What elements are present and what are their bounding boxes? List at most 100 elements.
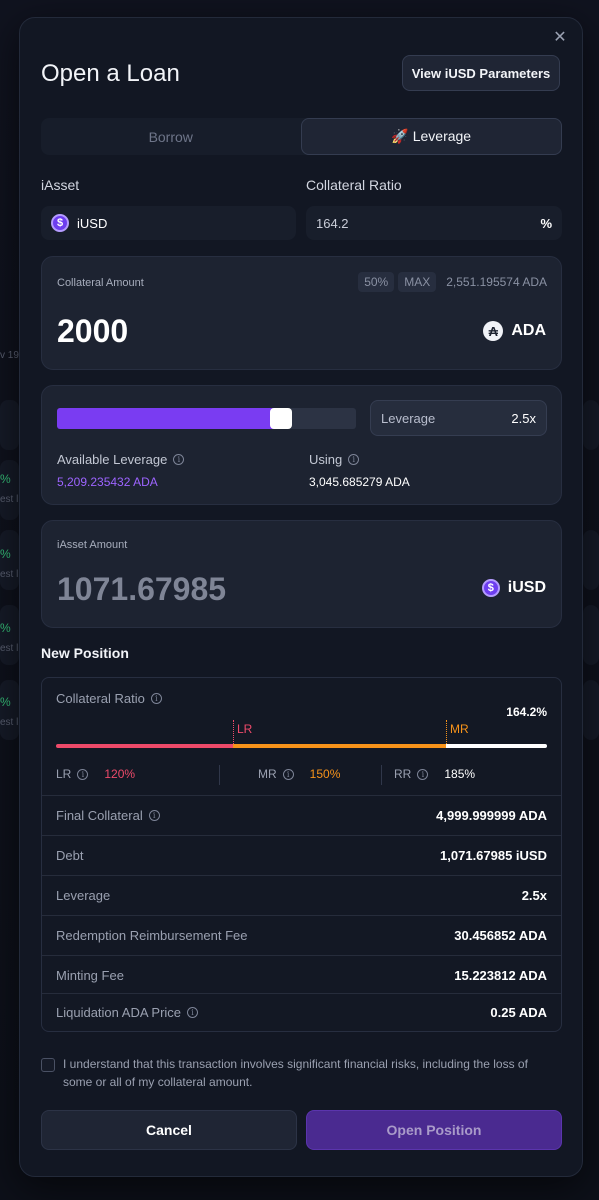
debt-value: 1,071.67985 iUSD <box>440 848 547 863</box>
background-card <box>0 400 19 450</box>
collateral-ratio-label: Collateral Ratio <box>306 177 402 193</box>
leverage-card: Leverage 2.5x Available Leverage i 5,209… <box>41 385 562 505</box>
collateral-amount-label: Collateral Amount <box>57 277 144 289</box>
tab-borrow[interactable]: Borrow <box>148 128 193 145</box>
ratio-bar: LR MR <box>56 720 547 748</box>
leverage-label: Leverage <box>56 888 111 903</box>
max-button[interactable]: MAX <box>398 272 437 292</box>
new-position-box: Collateral Ratio i 164.2% LR MR LR i 120… <box>41 677 562 1032</box>
info-icon[interactable]: i <box>348 454 360 465</box>
background-text-fragment: est l <box>0 643 19 654</box>
threshold-divider <box>381 765 382 785</box>
available-leverage-label-row: Available Leverage i <box>57 452 185 467</box>
final-collateral-row: Final Collateral i 4,999.999999 ADA <box>42 795 561 835</box>
background-text-fragment: est l <box>0 494 19 505</box>
iasset-value: iUSD <box>77 215 108 231</box>
ratio-bar-mr-segment <box>233 744 446 748</box>
using-value: 3,045.685279 ADA <box>309 475 410 489</box>
new-position-heading: New Position <box>41 645 129 661</box>
cancel-button[interactable]: Cancel <box>41 1110 297 1150</box>
iusd-icon: $ <box>51 214 69 232</box>
collateral-amount-input[interactable]: 2000 <box>57 313 129 349</box>
collateral-amount-card: Collateral Amount 50% MAX 2,551.195574 A… <box>41 256 562 370</box>
iasset-amount-asset: $ iUSD <box>481 579 546 597</box>
modal-title: Open a Loan <box>41 60 180 87</box>
position-ratio-label: Collateral Ratio <box>56 691 145 706</box>
info-icon[interactable]: i <box>417 768 429 780</box>
leverage-slider-fill <box>57 408 281 429</box>
close-icon[interactable]: ✕ <box>553 29 567 46</box>
redemption-fee-label: Redemption Reimbursement Fee <box>56 928 248 943</box>
ratio-bar-rr-segment <box>446 744 547 748</box>
collateral-ratio-value: 164.2 <box>316 215 349 231</box>
background-card <box>0 680 19 740</box>
iasset-amount-card: iAsset Amount 1071.67985 $ iUSD <box>41 520 562 628</box>
liquidation-price-value: 0.25 ADA <box>490 1005 547 1020</box>
redemption-fee-value: 30.456852 ADA <box>454 928 547 943</box>
available-leverage-value: 5,209.235432 ADA <box>57 475 158 489</box>
mr-threshold: MR i 150% <box>258 767 340 781</box>
open-loan-modal: ✕ Open a Loan View iUSD Parameters Borro… <box>19 17 583 1177</box>
risk-disclaimer: I understand that this transaction invol… <box>63 1057 528 1089</box>
leverage-slider-thumb[interactable] <box>270 408 292 429</box>
info-icon[interactable]: i <box>77 768 89 780</box>
minting-fee-label: Minting Fee <box>56 968 124 983</box>
rr-value: 185% <box>444 767 476 781</box>
background-percent: % <box>0 621 11 635</box>
background-text-fragment: est l <box>0 569 19 580</box>
tab-leverage[interactable]: 🚀 Leverage <box>300 118 562 155</box>
minting-fee-value: 15.223812 ADA <box>454 968 547 983</box>
background-percent: % <box>0 472 11 486</box>
iasset-label: iAsset <box>41 177 80 193</box>
using-label: Using <box>309 452 343 467</box>
view-parameters-button[interactable]: View iUSD Parameters <box>402 55 560 91</box>
info-icon[interactable]: i <box>150 693 162 704</box>
collateral-asset: ₳ ADA <box>483 321 546 341</box>
iasset-amount-asset-label: iUSD <box>507 579 546 596</box>
half-button[interactable]: 50% <box>358 272 395 292</box>
collateral-asset-label: ADA <box>511 322 546 339</box>
open-position-button[interactable]: Open Position <box>306 1110 562 1150</box>
background-card <box>583 530 599 590</box>
risk-checkbox[interactable] <box>41 1058 55 1072</box>
leverage-row: Leverage 2.5x <box>42 875 561 915</box>
collateral-balance-row: 50% MAX 2,551.195574 ADA <box>358 272 547 292</box>
rr-label: RR <box>394 767 412 781</box>
lr-marker: LR <box>237 722 253 736</box>
info-icon[interactable]: i <box>173 454 185 465</box>
info-icon[interactable]: i <box>187 1007 199 1018</box>
using-label-row: Using i <box>309 452 360 467</box>
background-card <box>583 400 599 450</box>
position-ratio-value: 164.2% <box>506 705 547 719</box>
leverage-input-label: Leverage <box>381 410 436 426</box>
available-leverage-label: Available Leverage <box>57 452 168 467</box>
iasset-amount-value: 1071.67985 <box>57 571 227 607</box>
mr-marker-line <box>446 720 447 744</box>
info-icon[interactable]: i <box>148 810 160 821</box>
redemption-fee-row: Redemption Reimbursement Fee 30.456852 A… <box>42 915 561 955</box>
percent-suffix: % <box>540 215 552 231</box>
ada-icon: ₳ <box>483 321 504 341</box>
debt-row: Debt 1,071.67985 iUSD <box>42 835 561 875</box>
final-collateral-value: 4,999.999999 ADA <box>436 808 547 823</box>
iusd-icon: $ <box>481 579 500 597</box>
liquidation-price-row: Liquidation ADA Price i 0.25 ADA <box>42 993 561 1031</box>
ratio-bar-lr-segment <box>56 744 233 748</box>
leverage-input[interactable]: Leverage 2.5x <box>370 400 547 436</box>
iasset-select[interactable]: $ iUSD <box>41 206 296 240</box>
collateral-ratio-input[interactable]: 164.2 % <box>306 206 562 240</box>
mr-value: 150% <box>309 767 341 781</box>
collateral-balance: 2,551.195574 ADA <box>446 275 547 289</box>
leverage-input-value: 2.5x <box>511 410 536 426</box>
position-ratio-label-row: Collateral Ratio i <box>56 691 162 706</box>
lr-value: 120% <box>104 767 136 781</box>
info-icon[interactable]: i <box>282 768 294 780</box>
background-percent: % <box>0 695 11 709</box>
leverage-slider[interactable] <box>57 408 356 429</box>
background-card <box>0 605 19 665</box>
background-text-fragment: est l <box>0 717 19 728</box>
minting-fee-row: Minting Fee 15.223812 ADA <box>42 955 561 995</box>
mode-tabs: Borrow 🚀 Leverage <box>41 118 562 155</box>
lr-label: LR <box>56 767 72 781</box>
final-collateral-label: Final Collateral <box>56 808 143 823</box>
